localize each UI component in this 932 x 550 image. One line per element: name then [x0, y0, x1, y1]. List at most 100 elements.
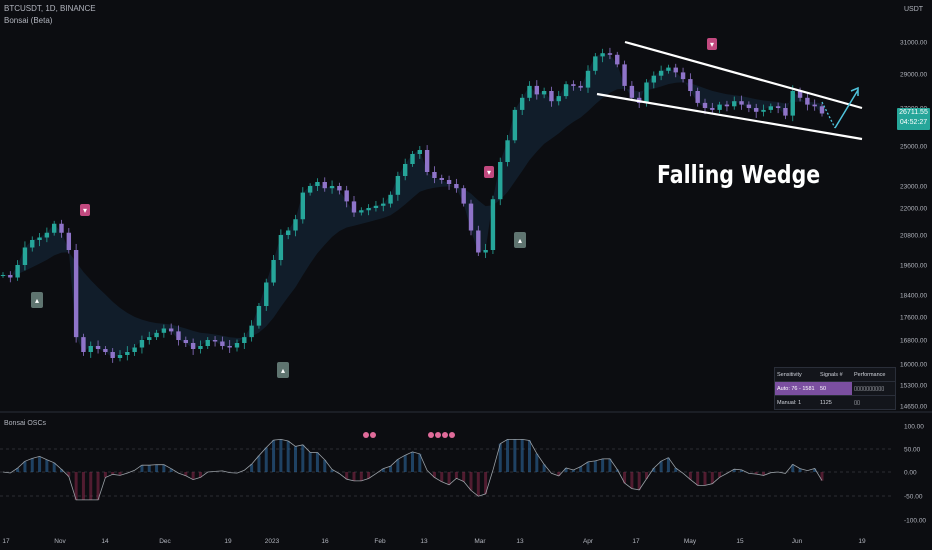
candle [285, 230, 291, 235]
candle [541, 91, 547, 95]
candle [505, 140, 510, 162]
table-header-row: Sensitivity Signals # Performance [775, 368, 895, 381]
candle [768, 106, 774, 110]
candle [147, 337, 152, 340]
buy-signal-marker [277, 362, 289, 378]
candle [805, 97, 810, 105]
candle [15, 265, 20, 278]
candle [95, 346, 101, 349]
price-tick-label: 20800.00 [900, 233, 927, 240]
wedge-upper-line [624, 40, 863, 110]
candle [527, 85, 532, 98]
oscillator-signal-dot [428, 432, 434, 438]
candle [783, 108, 788, 116]
candle [66, 232, 72, 250]
time-tick-label: 17 [632, 538, 640, 545]
header-signals: Signals # [820, 371, 843, 378]
oscillator-line [2, 438, 823, 501]
sell-signal-marker [707, 38, 717, 50]
candle [37, 237, 42, 240]
sell-signal-marker [484, 166, 494, 178]
candle [761, 109, 766, 112]
candle [519, 97, 525, 110]
buy-signal-glyph: ▴ [35, 296, 39, 305]
price-tick-label: 14650.00 [900, 404, 927, 411]
time-tick-label: Nov [54, 538, 66, 545]
candle [381, 203, 386, 206]
symbol-title: BTCUSDT, 1D, BINANCE [4, 4, 96, 13]
candle [271, 260, 276, 283]
price-axis: 31000.0029000.0027000.0025000.0023000.00… [900, 40, 927, 411]
time-tick-label: 16 [321, 538, 329, 545]
candle [256, 306, 262, 326]
candle [81, 337, 86, 352]
candle [658, 70, 664, 76]
sell-signal-glyph: ▾ [83, 206, 87, 215]
candle [402, 164, 408, 176]
candle [183, 340, 189, 343]
price-tick-label: 15300.00 [900, 383, 927, 390]
candle [593, 56, 598, 71]
candle [563, 84, 569, 97]
time-tick-label: 19 [224, 538, 232, 545]
main-pane: ▾ ▾ ▾ ▴ ▴ ▴ [0, 38, 863, 378]
candle [227, 346, 232, 348]
candle [351, 201, 357, 213]
row-bars: ▯▯ [854, 399, 861, 406]
candle [644, 82, 649, 103]
candle [249, 325, 254, 338]
candle [205, 340, 210, 346]
candle [125, 352, 130, 355]
buy-signal-glyph: ▴ [281, 366, 285, 375]
oscillator-pane [0, 432, 894, 501]
oscillator-signal-dot [370, 432, 376, 438]
candle [73, 250, 79, 338]
projection-up-arrow [834, 86, 859, 129]
time-tick-label: Apr [583, 538, 594, 545]
header-performance: Performance [854, 371, 886, 378]
candle [88, 346, 93, 352]
candle [51, 223, 57, 233]
candle [797, 91, 803, 98]
price-tick-label: 31000.00 [900, 40, 927, 47]
candle [607, 53, 613, 55]
candle [139, 340, 145, 348]
candle [59, 223, 64, 233]
time-axis: 17 Nov 14 Dec 19 2023 16 Feb 13 Mar 13 Apr 17 May 15 Ju… [2, 538, 866, 545]
price-tick-label: 22000.00 [900, 206, 927, 213]
price-tick-label: 16000.00 [900, 362, 927, 369]
candle [549, 91, 554, 102]
candle [651, 75, 657, 83]
candle [329, 186, 335, 189]
candle [702, 102, 708, 108]
candle [344, 190, 349, 202]
candle [359, 210, 364, 213]
buy-signal-marker [514, 232, 526, 248]
candle [468, 203, 474, 231]
last-price-value: 26711.55 [899, 109, 928, 116]
candle [724, 104, 730, 107]
candle [688, 79, 693, 91]
candle [819, 106, 825, 114]
candle [710, 108, 715, 110]
candle [417, 150, 423, 154]
candle [212, 340, 218, 342]
candle [373, 205, 379, 208]
candle [234, 343, 240, 348]
candle [571, 84, 576, 86]
candle [615, 54, 620, 65]
candle [680, 72, 686, 80]
row-signals: 50 [818, 382, 852, 395]
candle [8, 275, 13, 278]
candle [410, 154, 415, 164]
header-sensitivity: Sensitivity [777, 371, 802, 378]
time-tick-label: 14 [101, 538, 109, 545]
candle [775, 106, 781, 108]
candle [388, 194, 393, 204]
price-tick-label: 19600.00 [900, 263, 927, 270]
oscillator-signal-dot [449, 432, 455, 438]
oscillator-signal-dot [442, 432, 448, 438]
price-tick-label: 25000.00 [900, 144, 927, 151]
candle [154, 332, 159, 338]
